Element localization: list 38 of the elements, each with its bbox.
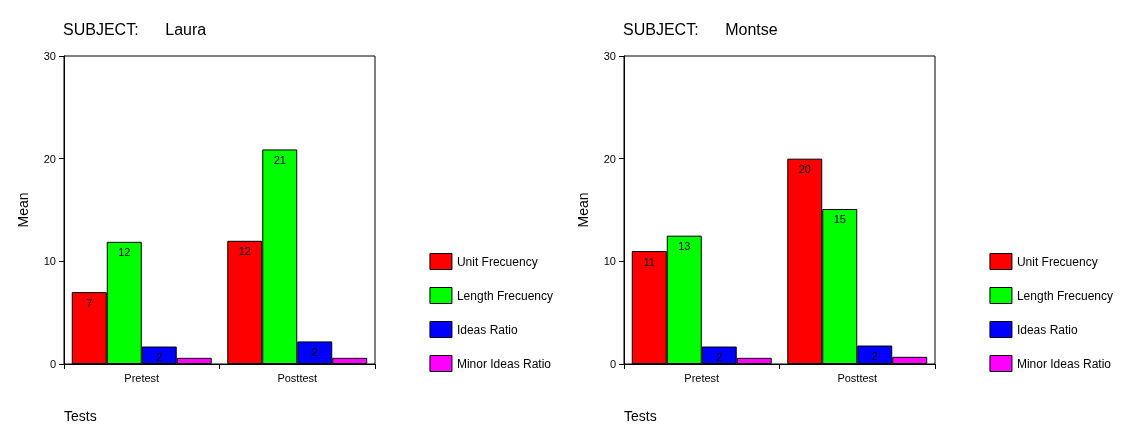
chart-title: SUBJECT: Montse xyxy=(623,20,778,38)
x-tick-label: Posttest xyxy=(837,371,878,384)
y-axis-title: Mean xyxy=(15,192,31,228)
data-label: 7 xyxy=(86,296,93,309)
y-tick-label: 0 xyxy=(609,358,616,370)
y-tick-label: 10 xyxy=(603,255,616,268)
data-label: 20 xyxy=(798,163,811,176)
legend-label: Length Frecuency xyxy=(1016,288,1113,303)
x-tick-label: Posttest xyxy=(277,371,318,384)
y-tick-label: 30 xyxy=(43,50,56,62)
y-tick-label: 30 xyxy=(603,50,616,62)
data-label: 2 xyxy=(871,350,878,363)
y-tick-label: 0 xyxy=(49,358,56,370)
x-axis-title: Tests xyxy=(64,408,97,424)
data-label: 2 xyxy=(156,351,163,364)
y-tick-label: 10 xyxy=(43,255,56,268)
y-tick-label: 20 xyxy=(603,152,616,165)
legend-label: Minor Ideas Ratio xyxy=(456,356,552,371)
legend-label: Minor Ideas Ratio xyxy=(1016,356,1112,371)
data-label: 12 xyxy=(118,246,131,259)
legend-label: Unit Frecuency xyxy=(1016,254,1098,269)
legend-label: Unit Frecuency xyxy=(456,254,538,269)
data-label: 13 xyxy=(678,240,691,253)
legend-label: Ideas Ratio xyxy=(1016,322,1078,337)
data-label: 2 xyxy=(716,351,723,364)
data-label: 15 xyxy=(833,213,846,226)
data-label: 2 xyxy=(311,345,318,358)
x-tick-label: Pretest xyxy=(684,371,720,384)
y-axis-title: Mean xyxy=(575,192,591,228)
legend-label: Ideas Ratio xyxy=(456,322,518,337)
data-label: 21 xyxy=(273,153,286,166)
data-label: 12 xyxy=(238,245,251,258)
y-tick-label: 20 xyxy=(43,152,56,165)
data-label: 11 xyxy=(643,255,655,268)
legend-label: Length Frecuency xyxy=(456,288,553,303)
chart-title: SUBJECT: Laura xyxy=(63,20,207,38)
x-tick-label: Pretest xyxy=(124,371,160,384)
x-axis-title: Tests xyxy=(624,408,657,424)
